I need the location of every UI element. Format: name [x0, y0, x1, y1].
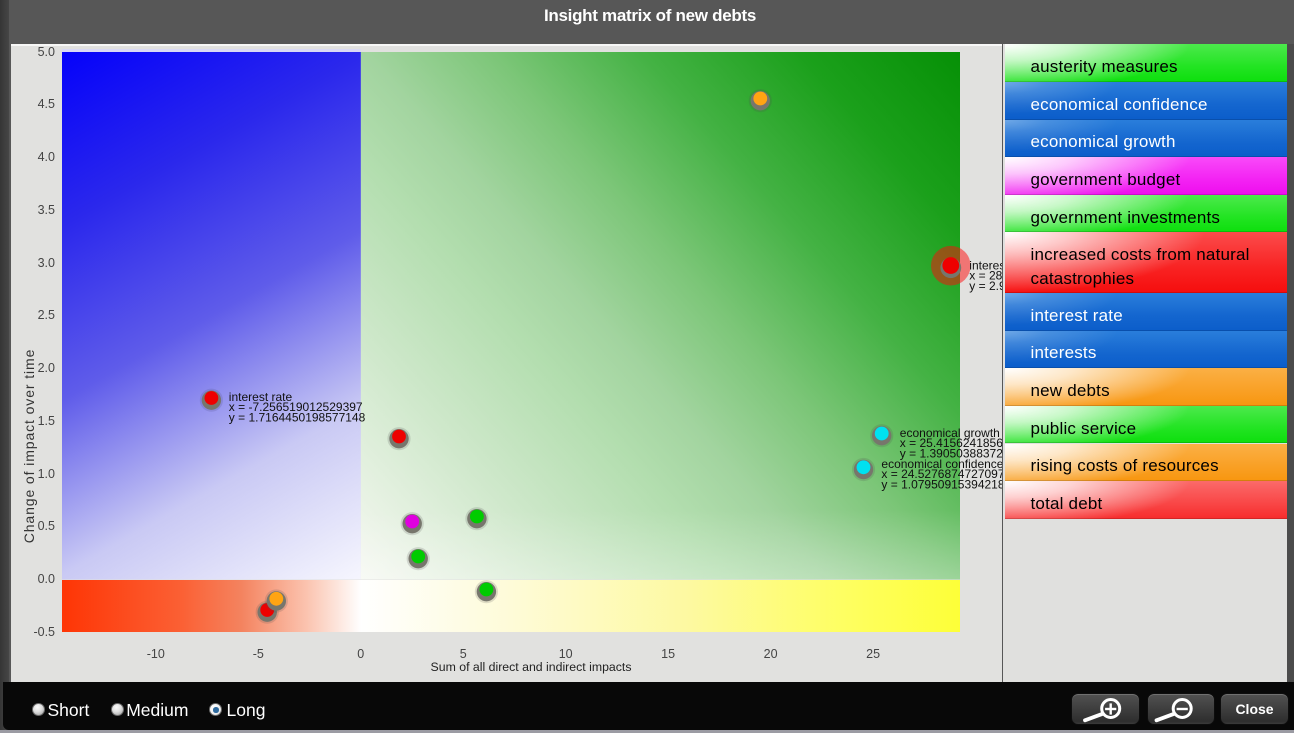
svg-text:y = 1.7164450198577148: y = 1.7164450198577148: [229, 411, 366, 425]
svg-text:x = 25.415624185649558: x = 25.415624185649558: [900, 436, 1002, 450]
svg-text:interest rate: interest rate: [229, 390, 293, 404]
svg-text:economical confidence: economical confidence: [881, 457, 1002, 471]
svg-text:x = 28.897538953888874: x = 28.897538953888874: [969, 269, 1002, 283]
svg-text:y = 1.0795091539421864: y = 1.0795091539421864: [881, 478, 1002, 492]
svg-text:x = 24.52768747270978: x = 24.52768747270978: [881, 467, 1002, 481]
svg-text:y = 1.3905038837276258: y = 1.3905038837276258: [900, 447, 1002, 461]
svg-text:economical growth: economical growth: [900, 426, 1000, 440]
svg-text:x = -7.256519012529397: x = -7.256519012529397: [229, 400, 363, 414]
svg-text:interests: interests: [969, 258, 1002, 272]
svg-text:y = 2.9723334769438232: y = 2.9723334769438232: [969, 279, 1002, 293]
